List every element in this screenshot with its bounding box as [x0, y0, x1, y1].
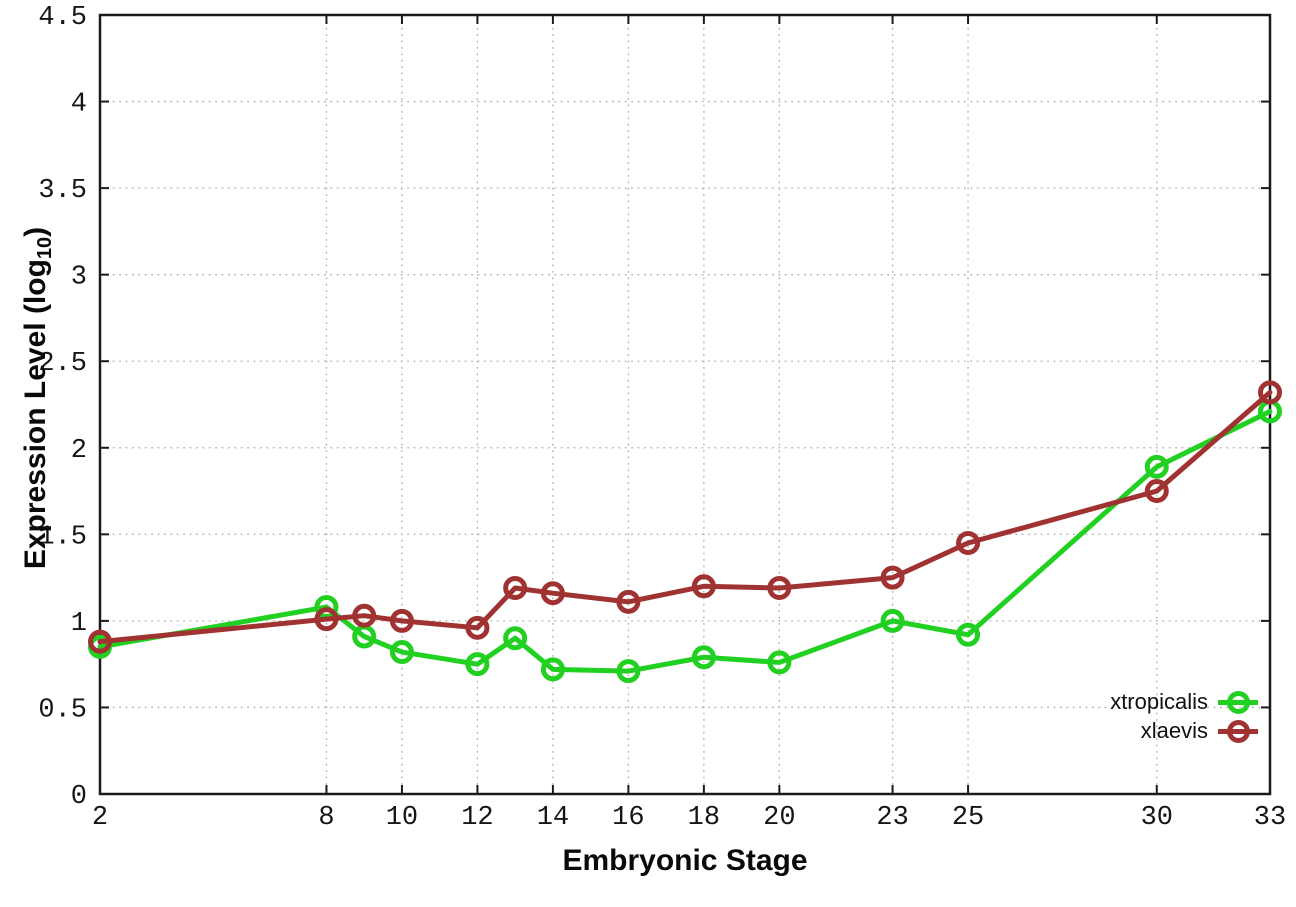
y-axis-title-prefix: Expression Level (log [19, 259, 52, 570]
tick-labels: 2 8 10 12 14 16 18 20 23 25 30 33 0 0.5 1 1.5 2 2.5 3 3.5 4 4… [38, 3, 1286, 833]
data-point-marker [1144, 479, 1169, 504]
data-point-marker [88, 629, 112, 654]
x-tick-label: 16 [612, 803, 644, 833]
legend-label: xtropicalis [1110, 689, 1208, 714]
y-tick-label: 1.5 [38, 522, 87, 552]
data-point-marker [465, 652, 490, 677]
y-axis-title-suffix: ) [19, 226, 52, 237]
plot-border [98, 13, 1272, 796]
x-axis-title: Embryonic Stage [562, 844, 808, 877]
x-tick-label: 25 [952, 803, 984, 833]
x-tick-label: 12 [461, 803, 493, 833]
data-point-marker [956, 622, 981, 647]
series-line [97, 408, 1273, 674]
data-point-marker [540, 581, 565, 606]
data-point-marker [767, 650, 792, 675]
data-point-marker [352, 603, 377, 628]
data-point-marker [314, 595, 339, 620]
data-point-marker [503, 626, 528, 651]
x-tick-label: 20 [763, 803, 795, 833]
data-point-marker [616, 659, 641, 684]
data-point-marker [540, 657, 565, 682]
data-point-marker [314, 607, 339, 632]
series-line [97, 389, 1273, 645]
x-tick-label: 8 [318, 803, 334, 833]
y-tick-label: 0.5 [38, 695, 87, 725]
y-tick-label: 2 [71, 436, 87, 466]
data-point-marker [389, 640, 414, 665]
data-point-marker [880, 565, 905, 590]
x-tick-label: 30 [1141, 803, 1173, 833]
x-tick-label: 2 [92, 803, 108, 833]
data-point-marker [880, 608, 905, 633]
data-point-marker [1144, 454, 1169, 479]
data-point-marker [691, 645, 716, 670]
y-tick-label: 3 [71, 263, 87, 293]
open-circle-icon [1226, 690, 1250, 714]
data-point-marker [503, 575, 528, 600]
x-tick-label: 23 [876, 803, 908, 833]
y-tick-label: 2.5 [38, 349, 87, 379]
data-point-marker [767, 575, 792, 600]
x-tick-label: 10 [386, 803, 418, 833]
gridlines [100, 15, 1270, 794]
legend-entry-xtropicalis: xtropicalis [1110, 689, 1258, 715]
y-tick-label: 1 [71, 609, 87, 639]
x-tick-label: 33 [1254, 803, 1286, 833]
data-point-marker [691, 574, 716, 599]
legend-entry-xlaevis: xlaevis [1141, 718, 1258, 744]
x-tick-label: 14 [537, 803, 569, 833]
y-axis-title-subscript: 10 [34, 236, 56, 260]
legend: xtropicalis xlaevis [1110, 689, 1258, 744]
open-circle-icon [1226, 719, 1250, 743]
series-marker-icon [1218, 718, 1258, 744]
series-marker-icon [1218, 689, 1258, 715]
y-tick-label: 3.5 [38, 176, 87, 206]
series-xtropicalis [88, 399, 1282, 684]
y-tick-label: 0 [71, 782, 87, 812]
y-tick-label: 4.5 [38, 3, 87, 33]
data-point-marker [956, 530, 981, 555]
axis-ticks [99, 14, 1271, 795]
data-point-marker [465, 615, 490, 640]
data-point-marker [389, 608, 414, 633]
data-point-marker [1258, 380, 1282, 405]
legend-label: xlaevis [1140, 718, 1208, 743]
y-axis-title: Expression Level (log10) [19, 227, 57, 569]
y-tick-label: 4 [71, 90, 87, 120]
data-point-marker [616, 589, 641, 614]
x-tick-label: 18 [688, 803, 720, 833]
series-xlaevis [88, 380, 1282, 654]
